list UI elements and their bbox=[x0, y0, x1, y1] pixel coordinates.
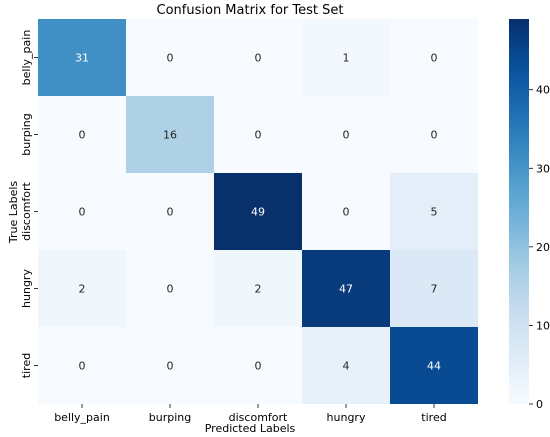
y-axis-title: True Labels bbox=[7, 181, 20, 245]
cell-tired-burping bbox=[126, 327, 214, 404]
cell-value-label: 0 bbox=[255, 52, 262, 65]
cell-tired-belly_pain bbox=[38, 327, 126, 404]
y-tick-label: hungry bbox=[20, 269, 33, 308]
colorbar-gradient bbox=[509, 19, 529, 404]
cell-value-label: 0 bbox=[79, 360, 86, 373]
cell-discomfort-hungry bbox=[302, 173, 390, 250]
cell-value-label: 0 bbox=[343, 129, 350, 142]
cell-belly_pain-discomfort bbox=[214, 19, 302, 96]
x-tick-label: discomfort bbox=[229, 411, 288, 424]
cell-value-label: 1 bbox=[343, 52, 350, 65]
colorbar-tick-label: 0 bbox=[536, 398, 543, 411]
cell-belly_pain-belly_pain bbox=[38, 19, 126, 96]
cell-discomfort-tired bbox=[390, 173, 478, 250]
cell-value-label: 0 bbox=[167, 52, 174, 65]
cell-value-label: 49 bbox=[251, 206, 265, 219]
colorbar: 0 10 20 30 40 bbox=[509, 19, 550, 411]
cell-burping-burping bbox=[126, 96, 214, 173]
x-tick-label: belly_pain bbox=[54, 411, 110, 424]
cell-burping-tired bbox=[390, 96, 478, 173]
cell-belly_pain-tired bbox=[390, 19, 478, 96]
cell-value-label: 0 bbox=[255, 360, 262, 373]
cell-hungry-hungry bbox=[302, 250, 390, 327]
chart-title: Confusion Matrix for Test Set bbox=[157, 3, 344, 18]
cell-tired-discomfort bbox=[214, 327, 302, 404]
cell-burping-hungry bbox=[302, 96, 390, 173]
cell-value-label: 0 bbox=[167, 283, 174, 296]
cell-value-label: 0 bbox=[255, 129, 262, 142]
cell-tired-hungry bbox=[302, 327, 390, 404]
cell-value-label: 7 bbox=[431, 283, 438, 296]
cell-discomfort-discomfort bbox=[214, 173, 302, 250]
cell-value-label: 5 bbox=[431, 206, 438, 219]
cell-value-label: 44 bbox=[427, 360, 441, 373]
cell-value-label: 0 bbox=[167, 360, 174, 373]
cell-hungry-discomfort bbox=[214, 250, 302, 327]
y-tick-label: tired bbox=[20, 353, 33, 378]
cell-value-label: 0 bbox=[79, 206, 86, 219]
colorbar-tick-label: 30 bbox=[536, 162, 550, 175]
cell-value-label: 31 bbox=[75, 52, 89, 65]
cell-value-label: 4 bbox=[343, 360, 350, 373]
cell-burping-belly_pain bbox=[38, 96, 126, 173]
cell-value-label: 0 bbox=[167, 206, 174, 219]
cell-belly_pain-burping bbox=[126, 19, 214, 96]
y-tick-label: discomfort bbox=[20, 181, 33, 240]
cell-value-label: 0 bbox=[431, 52, 438, 65]
cell-value-label: 0 bbox=[431, 129, 438, 142]
cell-value-label: 2 bbox=[79, 283, 86, 296]
x-axis-ticks: belly_pain burping discomfort hungry tired bbox=[54, 404, 447, 424]
y-tick-label: burping bbox=[20, 113, 33, 155]
cell-tired-tired bbox=[390, 327, 478, 404]
heatmap-cells: 31 0 0 1 00 16 0 0 00 0 49 0 52 0 2 47 70 0 0 4 44 bbox=[38, 19, 478, 404]
colorbar-tick-label: 10 bbox=[536, 319, 550, 332]
cell-hungry-belly_pain bbox=[38, 250, 126, 327]
cell-value-label: 16 bbox=[163, 129, 177, 142]
cell-hungry-burping bbox=[126, 250, 214, 327]
cell-value-label: 0 bbox=[79, 129, 86, 142]
x-axis-title: Predicted Labels bbox=[205, 422, 296, 435]
cell-value-label: 47 bbox=[339, 283, 353, 296]
cell-value-label: 2 bbox=[255, 283, 262, 296]
cell-discomfort-belly_pain bbox=[38, 173, 126, 250]
cell-value-label: 0 bbox=[343, 206, 350, 219]
colorbar-tick-label: 20 bbox=[536, 241, 550, 254]
x-tick-label: hungry bbox=[327, 411, 366, 424]
cell-belly_pain-hungry bbox=[302, 19, 390, 96]
y-tick-label: belly_pain bbox=[20, 30, 33, 86]
cell-hungry-tired bbox=[390, 250, 478, 327]
cell-burping-discomfort bbox=[214, 96, 302, 173]
x-tick-label: burping bbox=[149, 411, 191, 424]
cell-discomfort-burping bbox=[126, 173, 214, 250]
colorbar-tick-label: 40 bbox=[536, 84, 550, 97]
x-tick-label: tired bbox=[421, 411, 446, 424]
